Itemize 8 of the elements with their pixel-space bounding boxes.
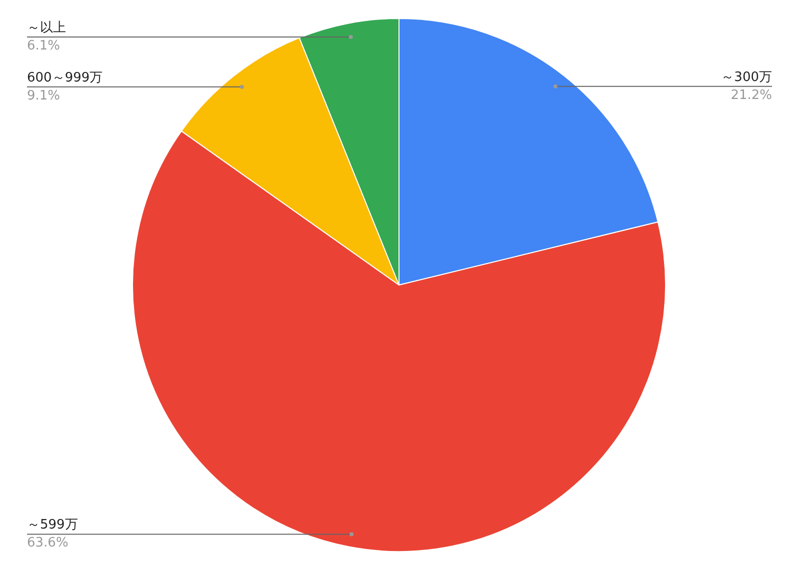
slice-label: ～以上: [27, 20, 66, 36]
data-label: 6.1%: [27, 38, 60, 54]
slice-label: ～300万: [721, 70, 772, 85]
data-label: 63.6%: [27, 536, 68, 551]
data-label: 9.1%: [27, 88, 60, 104]
slice-label: 600～999万: [27, 70, 103, 86]
data-label: 21.2%: [730, 88, 772, 103]
slice-label: ～599万: [27, 518, 78, 533]
